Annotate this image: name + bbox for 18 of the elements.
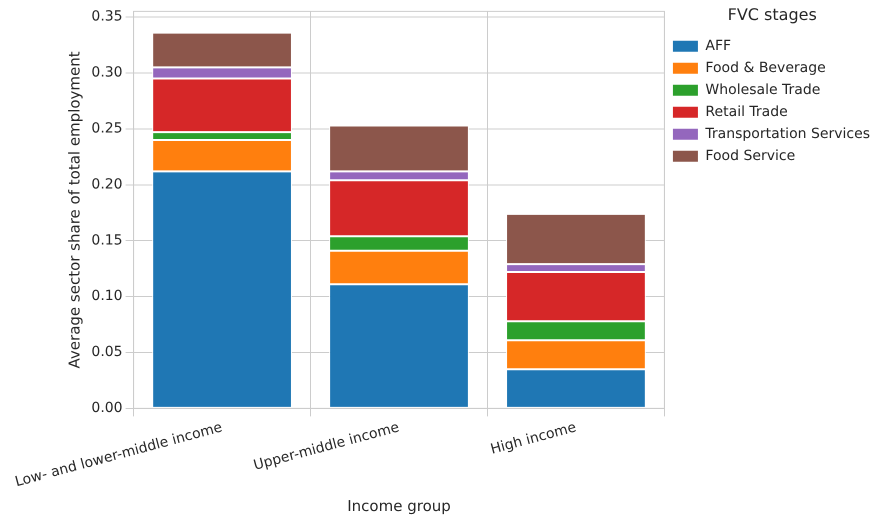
legend-label: Food & Beverage (705, 60, 826, 76)
legend-title: FVC stages (728, 5, 817, 24)
legend-label: Retail Trade (705, 104, 788, 120)
y-tick-label: 0.35 (91, 8, 123, 25)
y-tick-label: 0.20 (91, 176, 123, 192)
y-axis-title: Average sector share of total employment (65, 51, 84, 368)
y-tick-label: 0.00 (91, 400, 123, 416)
legend-label: Wholesale Trade (705, 82, 820, 98)
legend-label: Food Service (705, 148, 796, 164)
y-tick-label: 0.25 (91, 120, 123, 136)
y-tick-label: 0.10 (91, 288, 123, 304)
legend-label: Transportation Services (704, 126, 870, 142)
legend-label: AFF (705, 38, 732, 54)
y-tick-label: 0.30 (91, 64, 123, 81)
x-axis-title: Income group (347, 496, 451, 515)
y-tick-label: 0.15 (91, 232, 123, 248)
y-tick-label: 0.05 (91, 344, 123, 360)
x-tick-label: High income (488, 419, 578, 458)
